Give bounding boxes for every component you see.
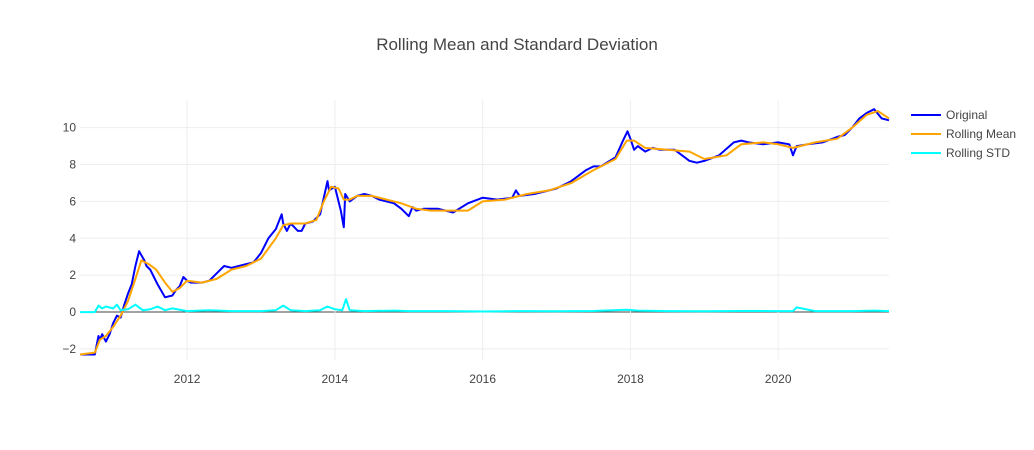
axis-layer: −2 0 2 4 6 8 10 2012 2014 2016 2018 2020 — [62, 121, 792, 386]
grid-layer — [80, 100, 889, 360]
legend-label: Original — [946, 108, 987, 122]
legend-item-rolling-std[interactable]: Rolling STD — [911, 146, 1010, 160]
series-line-original[interactable] — [80, 108, 890, 356]
x-tick-label: 2014 — [322, 372, 349, 386]
legend-label: Rolling Mean — [946, 127, 1016, 141]
x-tick-label: 2016 — [469, 372, 496, 386]
series-line-rolling-mean[interactable] — [79, 110, 890, 356]
x-tick-label: 2018 — [617, 372, 644, 386]
x-tick-label: 2012 — [174, 372, 201, 386]
chart-title: Rolling Mean and Standard Deviation — [376, 35, 658, 54]
x-tick-label: 2020 — [765, 372, 792, 386]
y-tick-label: 10 — [63, 121, 77, 135]
y-tick-label: 4 — [69, 231, 76, 245]
y-tick-label: 8 — [69, 158, 76, 172]
legend[interactable]: Original Rolling Mean Rolling STD — [911, 108, 1016, 160]
y-tick-label: 2 — [69, 268, 76, 282]
y-tick-label: 0 — [69, 305, 76, 319]
series-layer — [79, 108, 890, 356]
legend-label: Rolling STD — [946, 146, 1010, 160]
legend-item-original[interactable]: Original — [911, 108, 987, 122]
legend-item-rolling-mean[interactable]: Rolling Mean — [911, 127, 1016, 141]
y-tick-label: −2 — [62, 342, 76, 356]
y-tick-label: 6 — [69, 194, 76, 208]
series-line-rolling-std[interactable] — [80, 298, 890, 314]
